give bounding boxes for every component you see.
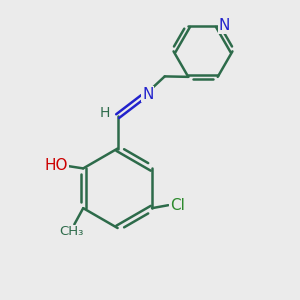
Text: H: H bbox=[99, 106, 110, 120]
Text: HO: HO bbox=[45, 158, 68, 173]
Text: N: N bbox=[142, 87, 154, 102]
Text: Cl: Cl bbox=[169, 198, 184, 213]
Text: CH₃: CH₃ bbox=[59, 225, 84, 238]
Text: N: N bbox=[218, 18, 230, 33]
